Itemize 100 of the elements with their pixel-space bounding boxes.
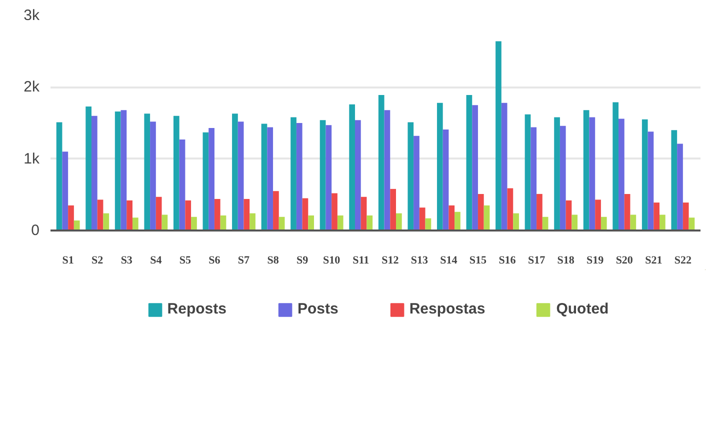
y-tick-label: 2k <box>24 78 40 96</box>
x-tick-label: S10 <box>323 254 341 266</box>
x-tick-label: S16 <box>498 254 516 266</box>
bar <box>132 218 138 230</box>
x-tick-label: S21 <box>645 254 662 266</box>
bar <box>630 214 636 230</box>
x-tick-label: S7 <box>238 254 250 266</box>
bar <box>466 95 472 230</box>
bar <box>436 102 443 230</box>
bar <box>583 110 590 230</box>
bar <box>408 122 414 230</box>
bar <box>660 214 666 230</box>
bar <box>366 215 373 230</box>
bar <box>126 200 132 230</box>
x-tick-label: S11 <box>352 254 370 266</box>
bar <box>360 196 367 230</box>
bar <box>396 213 402 230</box>
bar <box>273 191 279 230</box>
x-tick-label: S6 <box>208 254 221 266</box>
bar <box>589 117 596 230</box>
bar <box>671 130 678 230</box>
x-tick-label: S8 <box>267 254 280 266</box>
x-tick-label: S4 <box>150 254 162 266</box>
bar <box>618 118 624 230</box>
bar <box>524 114 531 230</box>
x-tick-label: S2 <box>92 254 104 266</box>
bar <box>120 110 127 230</box>
bar <box>595 200 601 230</box>
bar <box>320 120 326 230</box>
bar <box>156 196 162 230</box>
x-tick-label: S19 <box>586 254 604 266</box>
bar <box>150 122 156 230</box>
bar <box>74 220 80 230</box>
bar <box>238 122 244 230</box>
bar <box>349 104 356 230</box>
y-tick-label: 0 <box>31 222 40 239</box>
legend-label: Posts <box>297 300 338 318</box>
legend-label: Quoted <box>556 300 609 318</box>
bar <box>442 129 449 230</box>
bar <box>454 212 460 230</box>
bar <box>677 144 683 230</box>
y-tick-label: 3k <box>24 7 40 24</box>
x-tick-label: S14 <box>440 254 458 266</box>
bar <box>384 110 390 230</box>
bar <box>302 198 308 230</box>
bar <box>560 126 566 230</box>
bar <box>501 102 508 230</box>
bar <box>91 116 98 230</box>
bar <box>86 106 92 230</box>
bar <box>68 205 74 230</box>
bar <box>484 205 490 230</box>
x-tick-label: S15 <box>469 254 488 266</box>
x-tick-label: S12 <box>382 254 400 266</box>
bar <box>173 116 180 230</box>
bar <box>654 202 660 230</box>
bar <box>448 205 455 230</box>
bar <box>114 112 121 230</box>
x-tick-label: S13 <box>410 254 428 266</box>
bar <box>530 127 537 230</box>
bar <box>600 216 607 230</box>
bar <box>290 117 296 230</box>
bar <box>496 41 502 230</box>
bar <box>682 202 689 230</box>
y-tick-label: 1k <box>24 150 40 168</box>
bar <box>326 125 332 230</box>
bar <box>208 128 214 230</box>
bar <box>332 193 338 230</box>
legend-label: Respostas <box>409 300 486 318</box>
bar <box>414 136 420 230</box>
bar <box>612 102 619 230</box>
bar <box>507 188 514 230</box>
bar <box>250 213 256 230</box>
bar <box>296 123 302 230</box>
bar <box>478 194 484 230</box>
bar <box>355 120 361 230</box>
bar <box>390 188 396 230</box>
bar <box>103 213 110 230</box>
bar <box>179 139 186 230</box>
bar <box>554 117 560 230</box>
bar <box>378 95 384 230</box>
bar <box>185 200 192 230</box>
bar <box>97 200 104 230</box>
bar <box>267 127 274 230</box>
x-tick-label: S22 <box>674 254 692 266</box>
bar <box>308 215 314 230</box>
bar <box>214 198 220 230</box>
x-tick-label: S5 <box>179 254 192 266</box>
x-tick-label: S1 <box>62 254 74 266</box>
bar <box>572 214 578 230</box>
bar <box>536 194 542 230</box>
bar <box>419 208 426 230</box>
x-tick-label: S20 <box>616 254 634 266</box>
x-tick-label: S9 <box>296 254 309 266</box>
bar <box>472 105 478 230</box>
x-tick-label: S3 <box>120 254 133 266</box>
bar <box>513 213 519 230</box>
bar <box>642 119 648 230</box>
x-tick-label: S18 <box>557 254 575 266</box>
bar <box>337 215 344 230</box>
bar <box>244 198 250 230</box>
